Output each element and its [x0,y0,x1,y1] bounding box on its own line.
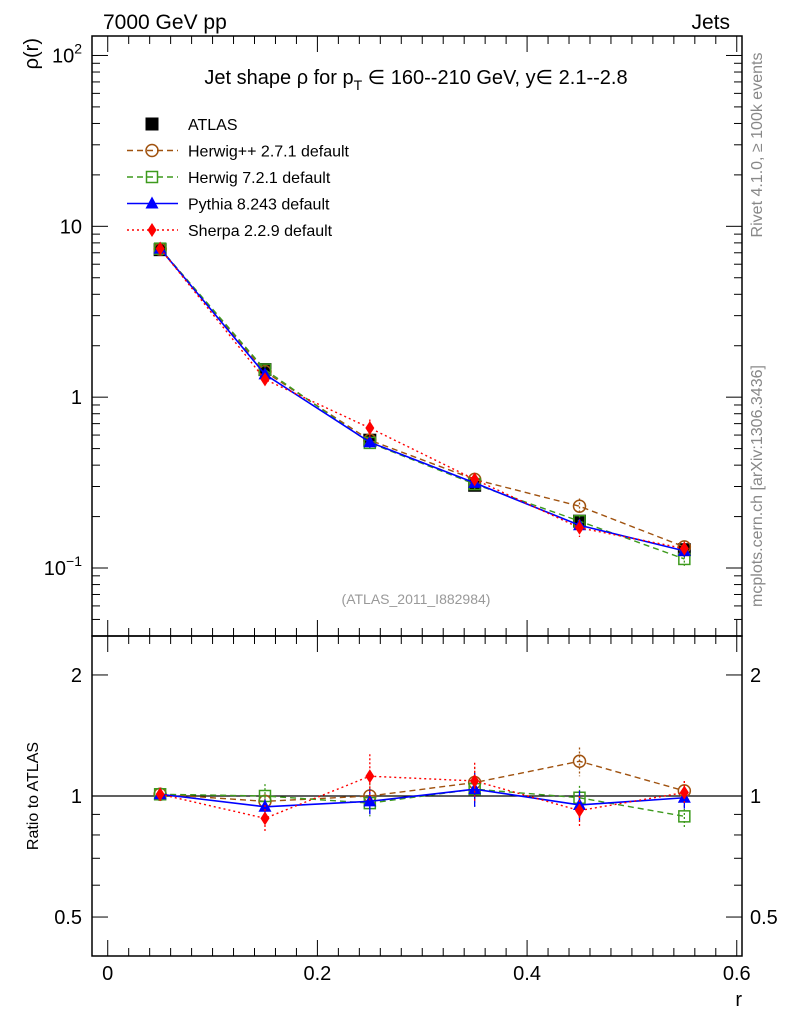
main-y-axis-ticks [92,36,742,637]
tick-base: 10 [44,558,66,580]
series-line-herwig7 [159,248,685,560]
ratio-series-group [153,747,692,833]
legend-label: Pythia 8.243 default [188,197,330,214]
series-herwig7 [153,242,691,566]
header-right: Jets [691,11,730,34]
series-sherpa [155,754,689,833]
legend-label: ATLAS [188,117,238,134]
series-line-pythia [160,788,685,808]
mcplots-label: mcplots.cern.ch [arXiv:1306.3436] [749,365,766,607]
main-y-tick-label: 1 [71,387,82,409]
series-line-herwigpp [160,760,685,803]
ratio-y-tick-label: 0.5 [54,907,82,929]
legend: ATLAS Herwig++ 2.7.1 default Herwig 7.2.1 … [127,117,350,240]
data-point-herwigpp [572,754,587,769]
legend-item-sherpa: Sherpa 2.2.9 default [127,223,333,240]
legend-label: Herwig 7.2.1 default [188,170,331,187]
legend-item-pythia: Pythia 8.243 default [127,196,330,214]
main-title: Jet shape ρ for pT ∈ 160--210 GeV, y∈ 2.… [204,67,627,93]
series-herwig7 [153,773,691,829]
series-line-sherpa [159,775,685,820]
title-prefix: Jet shape ρ for p [204,67,353,89]
data-point-sherpa [470,472,480,487]
data-point-herwigpp [572,499,587,513]
series-pythia [153,241,691,557]
main-series-group [153,241,692,566]
legend-label: Sherpa 2.2.9 default [188,223,333,240]
data-point-sherpa [679,541,689,556]
x-tick-label: 0.4 [513,963,541,985]
ratio-y-tick-label-right: 2 [750,665,761,687]
ratio-y-tick-label-right: 0.5 [750,907,778,929]
analysis-watermark: (ATLAS_2011_I882984) [342,591,491,607]
legend-marker-sherpa [147,223,157,237]
data-point-pythia [363,794,377,807]
series-atlas [153,243,691,557]
series-herwigpp [153,242,692,554]
x-tick-labels: 0 0.2 0.4 0.6 [102,963,751,985]
legend-marker-pythia [145,196,159,209]
main-y-tick-label: 10−1 [44,553,82,580]
ratio-ylabel: Ratio to ATLAS [25,742,42,850]
series-sherpa [155,241,689,556]
legend-marker-herwigpp [145,143,159,158]
series-herwigpp [153,747,692,815]
data-point-sherpa [260,372,270,387]
legend-marker-atlas [145,117,159,131]
tick-exponent: 2 [74,40,82,56]
title-suffix: ∈ 160--210 GeV, y∈ 2.1--2.8 [362,67,627,89]
rivet-label: Rivet 4.1.0, ≥ 100k events [749,53,766,238]
legend-item-herwigpp: Herwig++ 2.7.1 default [127,144,350,161]
series-line-herwig7 [160,788,685,818]
data-point-sherpa [470,773,480,788]
legend-item-herwig7: Herwig 7.2.1 default [127,170,331,187]
data-point-sherpa [260,811,270,826]
data-point-sherpa [155,241,165,256]
data-point-sherpa [679,785,689,800]
legend-marker-herwig7 [145,170,159,184]
data-point-sherpa [155,787,165,802]
data-point-pythia [363,435,377,448]
series-line-herwigpp [159,248,685,548]
data-point-sherpa [575,520,584,535]
series-line-sherpa [159,248,685,550]
main-y-tick-label: 10 [60,216,82,238]
legend-item-atlas: ATLAS [145,117,238,134]
data-point-herwig7 [678,810,691,823]
ratio-y-tick-label-right: 1 [750,786,761,808]
x-tick-label: 0 [102,963,113,985]
series-line-pythia [159,248,685,552]
main-y-tick-label: 102 [52,40,82,67]
title-subscript: T [354,77,363,93]
data-point-sherpa [365,769,375,784]
x-tick-label: 0.6 [723,963,751,985]
tick-exponent: −1 [66,553,82,569]
data-point-sherpa [575,803,584,818]
tick-base: 10 [60,216,82,238]
legend-label: Herwig++ 2.7.1 default [188,144,350,161]
tick-base: 1 [71,387,82,409]
x-tick-label: 0.2 [303,963,331,985]
main-ylabel: ρ(r) [21,38,43,69]
header-left: 7000 GeV pp [103,11,227,34]
ratio-y-tick-labels: 0.5 0.5 1 1 2 2 [54,665,778,929]
ratio-y-tick-label: 1 [71,786,82,808]
ratio-y-tick-label: 2 [71,665,82,687]
tick-base: 10 [52,45,74,67]
ratio-axis-ticks [92,636,742,957]
ratio-xlabel: r [735,989,742,1011]
data-point-sherpa [365,420,375,435]
